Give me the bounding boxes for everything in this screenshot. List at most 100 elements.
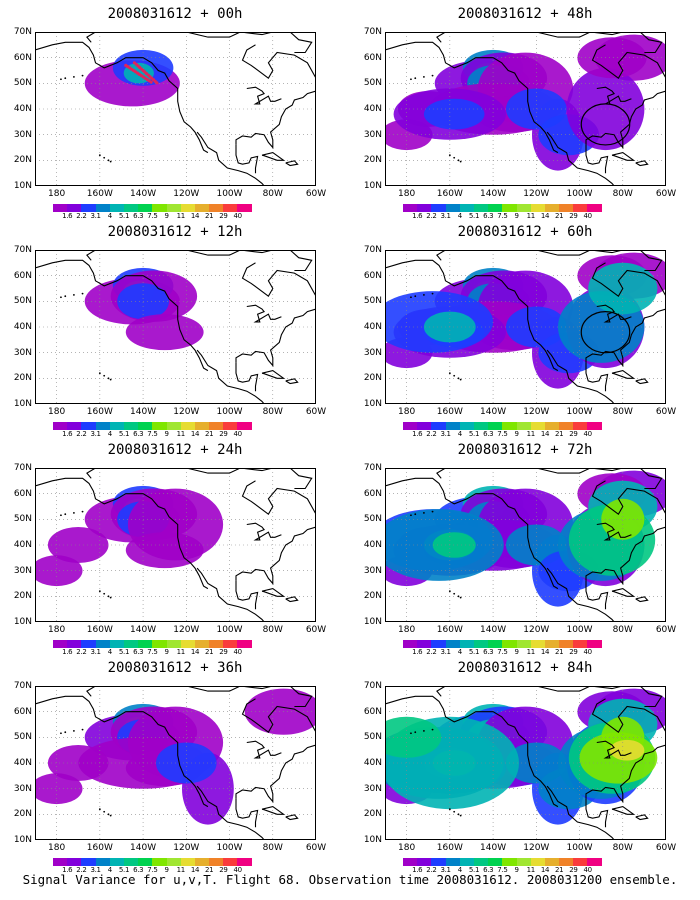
variance-contours: [385, 252, 666, 389]
colorbar-label: 2.2: [426, 212, 437, 220]
colorbar-swatch: [403, 858, 418, 866]
colorbar-swatch: [459, 640, 474, 648]
lat-tick-label: 30N: [13, 347, 32, 358]
variance-region: [432, 532, 476, 558]
lon-tick-label: 60W: [305, 407, 327, 417]
variance-region: [423, 98, 485, 130]
colorbar-swatch: [81, 204, 96, 212]
colorbar-swatch: [237, 858, 252, 866]
colorbar-label: 2.2: [426, 866, 437, 874]
island: [423, 512, 425, 514]
lon-tick-label: 120W: [523, 407, 550, 417]
lat-tick-label: 50N: [13, 296, 32, 307]
colorbar-swatch: [223, 204, 238, 212]
colorbar-swatch: [544, 640, 560, 648]
colorbar-label: 2.2: [76, 212, 87, 220]
variance-contours: [35, 688, 316, 825]
coastline: [611, 806, 636, 815]
colorbar-label: 1.6: [412, 648, 423, 656]
island: [60, 78, 62, 81]
variance-map: [35, 32, 316, 186]
lat-tick-label: 30N: [13, 565, 32, 576]
colorbar-label: 21: [555, 212, 564, 220]
colorbar-swatch: [81, 640, 96, 648]
island: [457, 377, 460, 380]
coastline: [289, 250, 313, 272]
lat-tick-label: 50N: [13, 732, 32, 743]
coastline: [235, 526, 316, 585]
lat-tick-label: 20N: [13, 373, 32, 384]
coastline: [385, 259, 559, 372]
colorbar-label: 5.1: [468, 648, 480, 656]
colorbar-swatch: [516, 640, 531, 648]
colorbar-label: 14: [190, 866, 200, 874]
variance-map: [35, 686, 316, 840]
island: [431, 728, 434, 731]
colorbar-swatch: [152, 204, 167, 212]
island: [107, 595, 110, 598]
coastline: [639, 32, 663, 54]
island: [423, 294, 425, 296]
colorbar-swatch: [516, 858, 531, 866]
coastline: [235, 90, 316, 149]
colorbar-swatch: [123, 422, 139, 430]
colorbar-swatch: [431, 422, 446, 430]
island: [453, 374, 456, 377]
colorbar-swatch: [488, 422, 503, 430]
colorbar-label: 4: [457, 866, 462, 874]
colorbar-label: 11: [176, 430, 186, 438]
map-panel: 2008031612 + 48h 70N 60N 50N 40N 30N 20N 10N 180…: [350, 0, 700, 220]
coastlines: [385, 32, 666, 186]
colorbar-label: 4: [107, 866, 112, 874]
colorbar-label: 5.1: [468, 212, 480, 220]
coastline: [546, 349, 615, 404]
colorbar-label: 3.1: [440, 430, 451, 438]
map-panel: 2008031612 + 24h 70N 60N 50N 40N 30N 20N 10N 180…: [0, 436, 350, 656]
colorbar-swatch: [473, 858, 489, 866]
coastline: [436, 686, 449, 697]
colorbar-swatch: [488, 204, 503, 212]
grid: [385, 32, 666, 186]
lat-tick-label: 60N: [363, 52, 382, 63]
lat-tick-label: 20N: [13, 155, 32, 166]
colorbar-swatch: [417, 858, 432, 866]
colorbar-label: 11: [176, 866, 186, 874]
colorbar-label: 21: [555, 866, 564, 874]
variance-contours: [84, 267, 204, 351]
colorbar-label: 21: [555, 648, 564, 656]
lat-tick-label: 20N: [13, 591, 32, 602]
colorbar-label: 4: [107, 212, 112, 220]
colorbar: [53, 422, 252, 430]
observation-point: [155, 81, 159, 85]
colorbar-swatch: [123, 858, 139, 866]
lon-tick-label: 80W: [262, 407, 283, 417]
lat-tick-label: 50N: [363, 732, 382, 743]
lat-tick-label: 20N: [363, 591, 382, 602]
colorbar-label: 29: [569, 866, 578, 874]
panel-title: 2008031612 + 00h: [107, 6, 243, 22]
coastline: [591, 44, 666, 80]
colorbar-label: 6.3: [483, 212, 494, 220]
island: [103, 374, 106, 377]
island: [103, 810, 106, 813]
coastline: [385, 477, 559, 590]
coastlines: [385, 686, 666, 840]
coastlines: [35, 250, 316, 404]
colorbar-label: 6.3: [133, 430, 144, 438]
colorbar-swatch: [209, 858, 224, 866]
lon-tick-label: 80W: [262, 189, 283, 199]
coastline: [241, 480, 316, 516]
coastline: [235, 308, 316, 367]
colorbar-label: 9: [164, 212, 169, 220]
coastline: [611, 588, 636, 597]
colorbar-label: 2.2: [76, 430, 87, 438]
island: [81, 74, 84, 77]
colorbar-label: 2.2: [426, 430, 437, 438]
colorbar: [403, 858, 602, 866]
colorbar-label: 14: [540, 648, 550, 656]
island: [81, 292, 84, 295]
coastline: [186, 32, 273, 38]
colorbar-label: 5.1: [118, 212, 130, 220]
lat-tick-label: 60N: [13, 488, 32, 499]
colorbar-label: 1.6: [412, 430, 423, 438]
